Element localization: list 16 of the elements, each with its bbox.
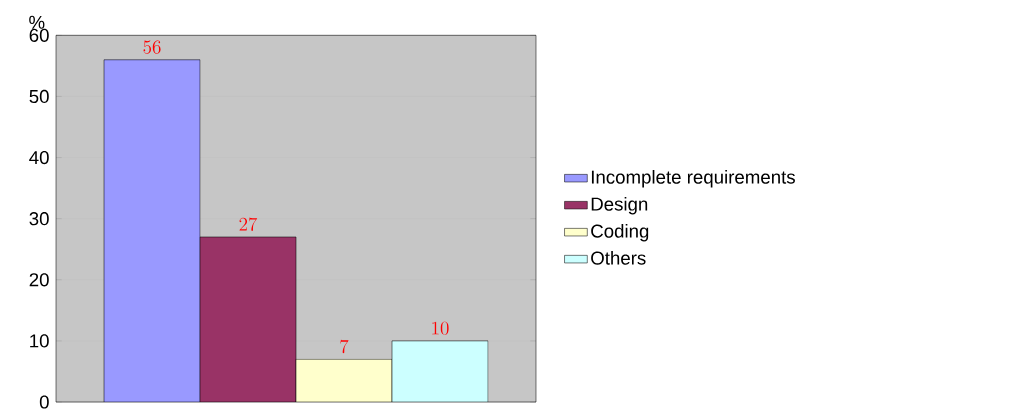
y-tick-label: 20 bbox=[29, 273, 49, 287]
legend-label: Others bbox=[591, 250, 646, 265]
data-label: 10 bbox=[432, 321, 449, 335]
y-tick-label: 0 bbox=[39, 395, 49, 409]
data-label: 56 bbox=[143, 40, 161, 54]
y-axis-title: % bbox=[29, 15, 45, 29]
y-tick-label: 50 bbox=[29, 89, 49, 104]
y-tick-label: 60 bbox=[29, 28, 49, 42]
legend-label: Design bbox=[591, 197, 648, 215]
data-label: 7 bbox=[340, 339, 349, 354]
legend-label: Coding bbox=[591, 224, 649, 242]
y-tick-label: 40 bbox=[29, 150, 49, 165]
y-tick-label: 10 bbox=[30, 334, 49, 348]
data-label: 27 bbox=[239, 217, 258, 231]
y-tick-label: 30 bbox=[29, 212, 49, 226]
legend-label: Incomplete requirements bbox=[591, 170, 795, 188]
